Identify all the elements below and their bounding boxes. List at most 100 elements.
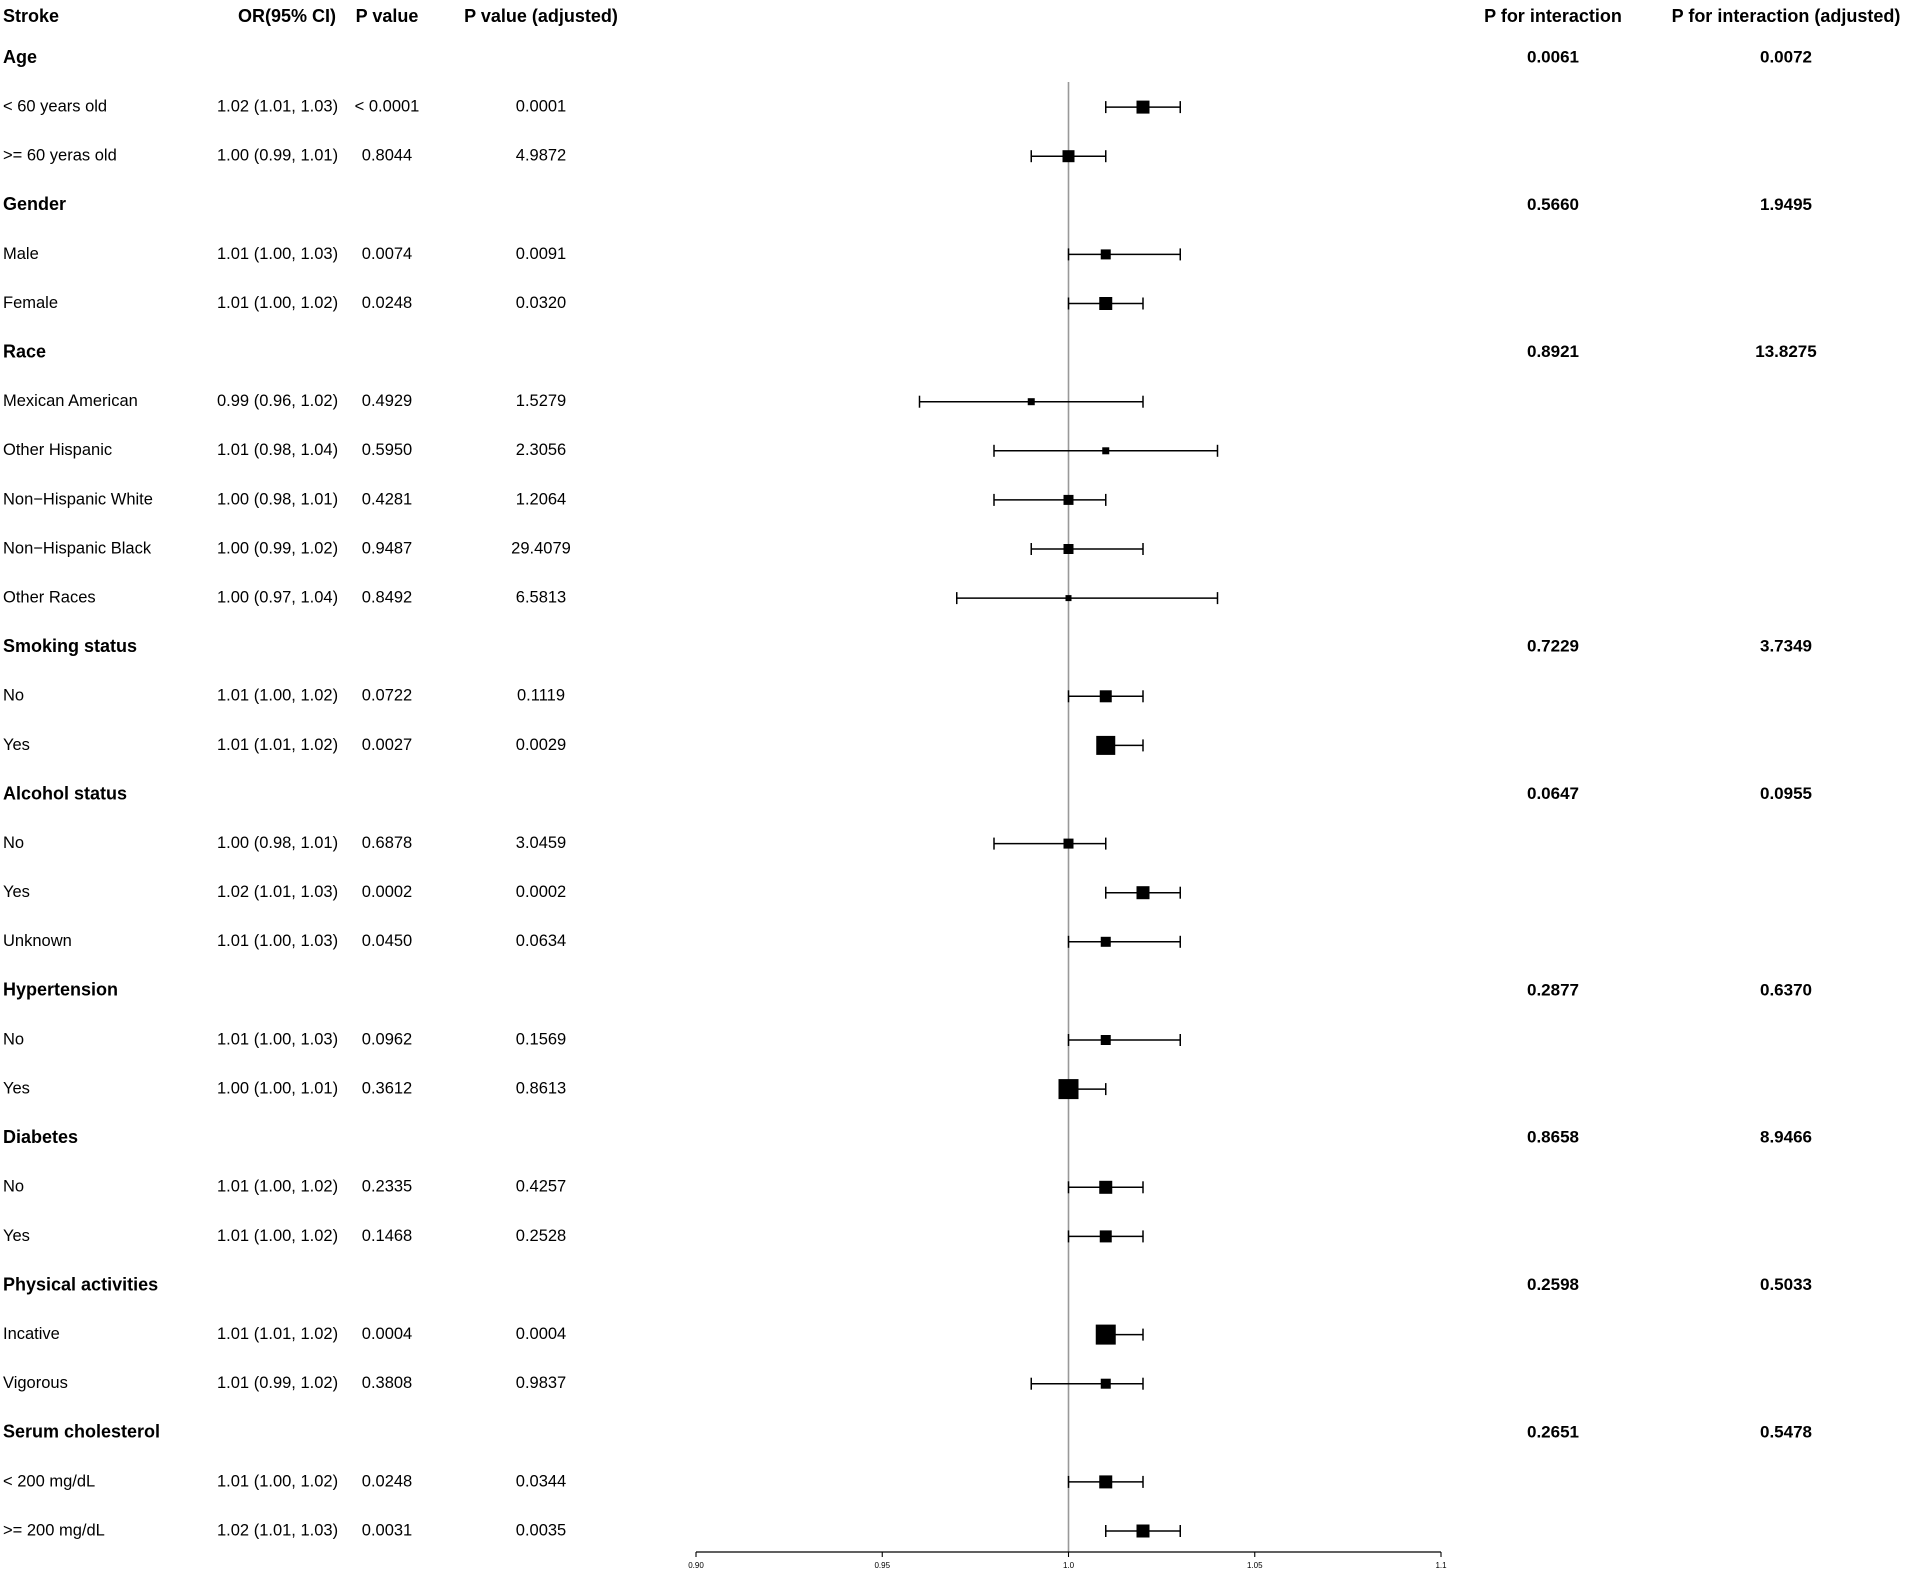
point-estimate — [1099, 690, 1112, 703]
or-ci-value: 1.00 (0.99, 1.01) — [217, 147, 338, 165]
p-value: 0.4929 — [362, 392, 412, 410]
or-ci-value: 1.00 (0.97, 1.04) — [217, 588, 338, 606]
p-interaction: 0.8658 — [1527, 1128, 1579, 1147]
group-label: Diabetes — [3, 1127, 78, 1147]
p-value: 0.0248 — [362, 1472, 412, 1490]
point-estimate — [1063, 544, 1074, 554]
p-value: 0.1468 — [362, 1227, 412, 1245]
point-estimate — [1099, 297, 1113, 310]
subgroup-label: No — [3, 834, 24, 852]
p-value-adjusted: 0.0002 — [516, 883, 566, 901]
p-value-adjusted: 0.0035 — [516, 1521, 566, 1539]
p-value-adjusted: 0.0091 — [516, 245, 566, 263]
p-interaction-adjusted: 0.0072 — [1760, 47, 1812, 66]
p-interaction: 0.8921 — [1527, 342, 1579, 361]
subgroup-label: < 200 mg/dL — [3, 1472, 95, 1490]
point-estimate — [1099, 1475, 1113, 1489]
p-interaction-adjusted: 8.9466 — [1760, 1128, 1812, 1147]
p-value: 0.0004 — [362, 1325, 412, 1343]
p-value: 0.0031 — [362, 1521, 412, 1539]
group-label: Gender — [3, 194, 66, 214]
p-value: 0.0962 — [362, 1030, 412, 1048]
p-interaction-adjusted: 0.6370 — [1760, 980, 1812, 999]
p-value-adjusted: 0.2528 — [516, 1227, 566, 1245]
or-ci-value: 1.01 (0.98, 1.04) — [217, 441, 338, 459]
p-value-adjusted: 0.4257 — [516, 1178, 566, 1196]
or-ci-value: 1.00 (0.99, 1.02) — [217, 539, 338, 557]
p-interaction: 0.2877 — [1527, 980, 1579, 999]
p-value: 0.6878 — [362, 834, 412, 852]
subgroup-label: >= 200 mg/dL — [3, 1521, 105, 1539]
p-value-adjusted: 0.0001 — [516, 97, 566, 115]
or-ci-value: 1.01 (1.00, 1.03) — [217, 1030, 338, 1048]
p-interaction-adjusted: 0.5033 — [1760, 1275, 1812, 1294]
column-header: P for interaction (adjusted) — [1672, 6, 1901, 26]
p-value: 0.0248 — [362, 294, 412, 312]
p-value-adjusted: 0.8613 — [516, 1079, 566, 1097]
point-estimate — [1100, 936, 1111, 947]
column-header: Stroke — [3, 6, 59, 26]
subgroup-label: Yes — [3, 1227, 30, 1245]
p-value: 0.0722 — [362, 687, 412, 705]
point-estimate — [1136, 100, 1150, 114]
subgroup-label: Non−Hispanic White — [3, 490, 153, 508]
x-tick-label: 0.95 — [874, 1561, 890, 1570]
subgroup-label: Incative — [3, 1325, 60, 1343]
p-value-adjusted: 2.3056 — [516, 441, 566, 459]
p-value-adjusted: 0.0029 — [516, 736, 566, 754]
p-value: 0.4281 — [362, 490, 412, 508]
p-value: 0.8044 — [362, 147, 412, 165]
p-value-adjusted: 3.0459 — [516, 834, 566, 852]
p-value: 0.0074 — [362, 245, 412, 263]
or-ci-value: 0.99 (0.96, 1.02) — [217, 392, 338, 410]
or-ci-value: 1.01 (1.00, 1.02) — [217, 294, 338, 312]
or-ci-value: 1.01 (1.00, 1.03) — [217, 245, 338, 263]
group-label: Smoking status — [3, 636, 137, 656]
p-value-adjusted: 0.0634 — [516, 932, 566, 950]
or-ci-value: 1.01 (0.99, 1.02) — [217, 1374, 338, 1392]
point-estimate — [1100, 249, 1111, 260]
or-ci-value: 1.01 (1.00, 1.03) — [217, 932, 338, 950]
point-estimate — [1065, 595, 1072, 602]
p-value-adjusted: 4.9872 — [516, 147, 566, 165]
p-value-adjusted: 1.5279 — [516, 392, 566, 410]
group-label: Race — [3, 341, 46, 361]
x-tick-label: 1.05 — [1247, 1561, 1263, 1570]
p-value-adjusted: 1.2064 — [516, 490, 566, 508]
subgroup-label: Yes — [3, 883, 30, 901]
p-interaction: 0.0647 — [1527, 784, 1579, 803]
or-ci-value: 1.02 (1.01, 1.03) — [217, 883, 338, 901]
or-ci-value: 1.02 (1.01, 1.03) — [217, 1521, 338, 1539]
x-tick-label: 1.0 — [1063, 1561, 1075, 1570]
subgroup-label: Vigorous — [3, 1374, 68, 1392]
p-value: 0.0002 — [362, 883, 412, 901]
group-label: Alcohol status — [3, 783, 127, 803]
p-interaction-adjusted: 1.9495 — [1760, 195, 1812, 214]
p-value: 0.0027 — [362, 736, 412, 754]
or-ci-value: 1.00 (1.00, 1.01) — [217, 1079, 338, 1097]
point-estimate — [1100, 1378, 1111, 1389]
point-estimate — [1099, 1230, 1112, 1243]
p-interaction-adjusted: 13.8275 — [1755, 342, 1816, 361]
point-estimate — [1095, 1324, 1116, 1345]
group-label: Serum cholesterol — [3, 1422, 160, 1442]
or-ci-value: 1.02 (1.01, 1.03) — [217, 97, 338, 115]
p-value: 0.5950 — [362, 441, 412, 459]
subgroup-label: >= 60 yeras old — [3, 147, 117, 165]
subgroup-label: Other Hispanic — [3, 441, 112, 459]
subgroup-label: Yes — [3, 1079, 30, 1097]
x-tick-label: 0.90 — [688, 1561, 704, 1570]
p-value: 0.0450 — [362, 932, 412, 950]
p-interaction: 0.0061 — [1527, 47, 1579, 66]
p-interaction: 0.2598 — [1527, 1275, 1579, 1294]
point-estimate — [1062, 150, 1075, 163]
subgroup-label: Male — [3, 245, 39, 263]
or-ci-value: 1.01 (1.00, 1.02) — [217, 687, 338, 705]
point-estimate — [1063, 494, 1074, 505]
point-estimate — [1096, 735, 1116, 755]
subgroup-label: No — [3, 1030, 24, 1048]
or-ci-value: 1.01 (1.00, 1.02) — [217, 1472, 338, 1490]
group-label: Age — [3, 47, 37, 67]
subgroup-label: Female — [3, 294, 58, 312]
